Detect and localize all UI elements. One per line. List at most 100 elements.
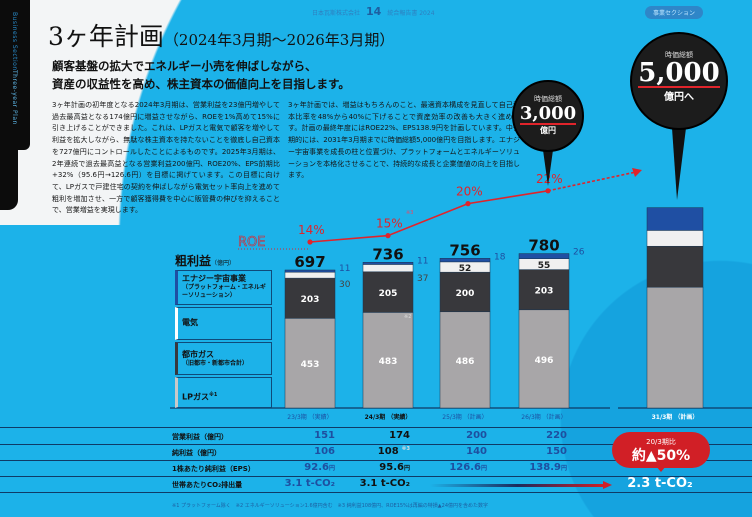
side-tab[interactable]: Business Section Three-year Plan: [0, 0, 30, 150]
row-label: 世帯あたりCO₂排出量: [172, 481, 243, 489]
row-label: 1株あたり純利益（EPS）: [172, 465, 255, 473]
bubble-tail: [672, 128, 686, 200]
table-divider: [0, 427, 752, 428]
bar-segment-1: [362, 271, 414, 313]
bar-small-value-label: 11: [339, 264, 350, 274]
cell-value: 2.3 t-CO₂: [627, 476, 693, 491]
chart-unit: （億円）: [211, 260, 236, 267]
bar-small-value-label: 26: [573, 248, 585, 258]
bar-total-label: 756: [449, 241, 480, 259]
roe-label: ROE: [238, 235, 265, 250]
footnote-marker: ※3: [406, 210, 413, 216]
chart-title-text: 粗利益: [175, 254, 212, 268]
cell-value: 3.1 t-CO₂: [359, 478, 410, 489]
lead-line-1: 顧客基盤の拡大でエネルギー小売を伸ばしながら、: [52, 59, 317, 73]
bar-value-label: 55: [538, 261, 551, 271]
bar-segment-0: [439, 311, 491, 409]
footnote-marker: ※2: [404, 314, 411, 320]
side-tab-subsection: Three-year Plan: [11, 70, 18, 125]
roe-point: [465, 201, 471, 207]
legend-energy-space: エナジー宇宙事業 （プラットフォーム・エネルギーソリューション）: [175, 270, 272, 305]
legend-sub: （旧都市・新都市合計）: [182, 360, 249, 367]
bar-total-label: 780: [528, 237, 559, 255]
page-header: 日本瓦斯株式会社 14 統合報告書 2024: [312, 5, 435, 18]
market-cap-bubble-5000: 時価総額 5,000 億円へ: [630, 32, 728, 130]
row-label: 純利益（億円）: [172, 449, 221, 457]
bar-value-label: 205: [379, 289, 398, 299]
roe-value-label: 22%: [536, 172, 563, 186]
bar-value-label: 200: [456, 289, 475, 299]
body-left: 3ヶ年計画の初年度となる2024年3月期は、営業利益を23億円増やして過去最高益…: [52, 101, 280, 215]
bar-value-label: 203: [535, 287, 554, 297]
cell-value: 126.6円: [449, 462, 487, 473]
cell-value: 138.9円: [529, 462, 567, 473]
bar-total-label: 736: [372, 245, 403, 263]
bar-segment-3: [362, 262, 414, 265]
page-number: 14: [366, 5, 382, 18]
bubble-label: 時価総額: [665, 51, 693, 59]
bar-value-label: 483: [379, 357, 398, 367]
roe-value-label: 15%: [376, 217, 403, 231]
roe-value-label: 20%: [456, 185, 483, 199]
bar-segment-0: [646, 286, 704, 409]
bar-segment-2: [284, 271, 336, 279]
legend-label: エナジー宇宙事業: [182, 274, 246, 283]
table-row: 純利益（億円） 106 108 ※3 140 150: [0, 445, 752, 461]
bar-segment-3: [284, 269, 336, 273]
bar-value-label: 496: [535, 356, 554, 366]
callout-line-2: 約▲50%: [631, 448, 691, 464]
bar-segment-2: [362, 264, 414, 273]
roe-line: [309, 190, 549, 243]
bar-value-label: 203: [301, 295, 320, 305]
legend-label: 都市ガス: [182, 350, 214, 359]
bar-segment-0: [518, 309, 570, 409]
cell-value: 95.6円: [379, 462, 410, 473]
cell-value: 106: [314, 446, 335, 457]
roe-point: [545, 188, 551, 194]
chart-title: 粗利益（億円）: [175, 252, 235, 269]
cell-value: 140: [466, 446, 487, 457]
cell-value: 108 ※3: [377, 446, 410, 457]
body-right: 3ヶ年計画では、増益はもちろんのこと、最適資本構成を見直して自己資本比率を48%…: [288, 101, 520, 180]
bubble-unit: 億円へ: [664, 92, 694, 103]
table-row: 1株あたり純利益（EPS） 92.6円 95.6円 126.6円 138.9円: [0, 461, 752, 477]
company-name: 日本瓦斯株式会社: [312, 10, 361, 17]
bubble-label: 時価総額: [534, 95, 562, 103]
bubble-tail: [543, 150, 553, 186]
bar-segment-1: [284, 277, 336, 319]
side-tab-section: Business Section: [11, 12, 18, 71]
bar-segment-3: [439, 258, 491, 263]
callout-pointer: [656, 466, 666, 472]
x-axis-label: 24/3期 （実績）: [364, 414, 412, 421]
bubble-value: 5,000: [638, 58, 720, 88]
page-title: 3ヶ年計画（2024年3月期〜2026年3月期）: [48, 17, 394, 53]
cell-value: 220: [546, 430, 567, 441]
x-axis-label: 25/3期 （計画）: [442, 414, 488, 421]
roe-point: [307, 239, 313, 245]
legend-lp-gas: LPガス※1: [175, 377, 272, 408]
co2-trend-arrow: [430, 484, 605, 487]
callout-line-1: 20/3期比: [646, 438, 676, 446]
x-axis-label: 31/3期 （計画）: [651, 414, 699, 421]
roe-point: [385, 233, 391, 239]
cell-value: 200: [466, 430, 487, 441]
legend-electricity: 電気: [175, 307, 272, 340]
x-axis-label: 23/3期 （実績）: [287, 414, 333, 421]
report-name: 統合報告書 2024: [387, 10, 435, 17]
bar-segment-3: [646, 207, 704, 231]
bubble-value: 3,000: [519, 103, 577, 125]
bar-total-label: 697: [294, 253, 325, 271]
bar-segment-2: [646, 230, 704, 247]
legend-sub: （プラットフォーム・エネルギーソリューション）: [182, 284, 266, 299]
legend-label: LPガス: [182, 392, 209, 402]
bar-value-label: 486: [456, 357, 475, 367]
bar-small-value-label: 18: [494, 252, 506, 262]
cell-value: 3.1 t-CO₂: [284, 478, 335, 489]
row-label: 営業利益（億円）: [172, 433, 228, 441]
bar-segment-0: [362, 312, 414, 409]
bar-value-label: 453: [301, 360, 320, 370]
legend-note: ※1: [208, 392, 218, 398]
co2-reduction-callout: 20/3期比 約▲50%: [612, 432, 710, 468]
section-tag: 事業セクション: [645, 6, 704, 19]
